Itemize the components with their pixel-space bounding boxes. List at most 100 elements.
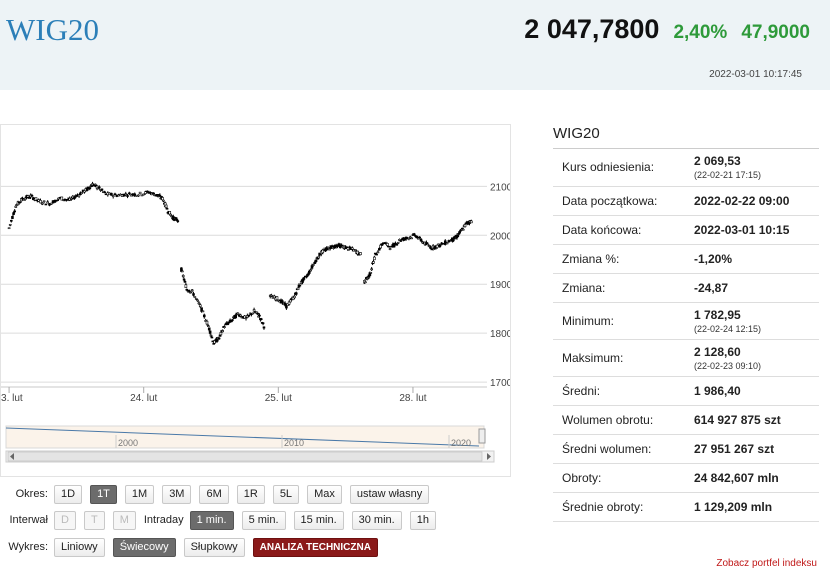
candle-body: [133, 193, 137, 196]
period-3m-button[interactable]: 3M: [162, 484, 192, 504]
candle-body: [413, 233, 416, 236]
okres-label: Okres:: [15, 488, 48, 500]
chart-svg[interactable]: 2100,00 2000,00 1900,00 1800,00 1700,00 23. l…: [1, 125, 510, 476]
chart-candle-button[interactable]: Świecowy: [112, 537, 176, 557]
summary-value-cell: 2022-02-22 09:00: [688, 186, 819, 216]
candle-body: [103, 191, 106, 194]
candle-body: [256, 312, 259, 315]
period-5l-button[interactable]: 5L: [272, 484, 300, 504]
candle-body: [88, 187, 92, 190]
candle-body: [395, 244, 399, 246]
candle-body: [169, 213, 172, 216]
candle-body: [283, 302, 287, 306]
candle-body: [369, 272, 373, 274]
portfel-link[interactable]: Zobacz portfel indeksu: [716, 558, 817, 569]
summary-value-cell: 24 842,607 mln: [688, 463, 819, 493]
intraday-1min-button[interactable]: 1 min.: [189, 510, 234, 530]
candle-body: [236, 312, 240, 315]
quote-header: WIG20 2 047,7800 2,40% 47,9000 2022-03-0…: [0, 0, 830, 90]
candle-body: [197, 302, 201, 305]
period-6m-button[interactable]: 6M: [199, 484, 229, 504]
candle-body: [285, 304, 288, 309]
candle-body: [326, 247, 330, 249]
interval-d-button[interactable]: D: [54, 510, 76, 530]
summary-row: Maksimum: 2 128,60 (22-02-23 09:10): [553, 339, 819, 377]
chart-line-button[interactable]: Liniowy: [54, 537, 105, 557]
y-tick-label: 2000,00: [490, 231, 510, 242]
y-tick-label: 1900,00: [490, 280, 510, 291]
price-chart[interactable]: 2100,00 2000,00 1900,00 1800,00 1700,00 23. l…: [0, 124, 511, 477]
candle-body: [251, 312, 255, 315]
candle-body: [42, 200, 46, 203]
technical-analysis-button[interactable]: ANALIZA TECHNICZNA: [252, 537, 378, 557]
candle-body: [10, 219, 13, 222]
candle-body: [294, 292, 298, 295]
candle-body: [183, 280, 187, 283]
candle-body: [359, 252, 362, 256]
candle-body: [26, 195, 30, 198]
candle-body: [138, 191, 142, 195]
intraday-label: Intraday: [143, 514, 184, 526]
interval-m-button[interactable]: M: [112, 510, 136, 530]
candle-body: [176, 220, 180, 222]
candle-body: [198, 304, 202, 307]
period-1t-button[interactable]: 1T: [90, 484, 117, 504]
candle-body: [370, 268, 373, 271]
change-absolute: 47,9000: [741, 22, 810, 43]
summary-value: 2 069,53: [694, 154, 741, 169]
summary-label: Obroty:: [553, 463, 688, 493]
candle-body: [287, 301, 291, 305]
summary-row: Zmiana: -24,87: [553, 273, 819, 303]
candle-body: [373, 256, 376, 261]
candle-body: [162, 199, 165, 202]
summary-value-cell: -1,20%: [688, 244, 819, 274]
summary-row: Data początkowa: 2022-02-22 09:00: [553, 186, 819, 216]
candle-body: [445, 242, 449, 245]
navigator-handle: [478, 428, 486, 444]
candle-body: [313, 261, 316, 264]
intraday-1h-button[interactable]: 1h: [409, 510, 436, 530]
summary-label: Data końcowa:: [553, 215, 688, 245]
candle-body: [452, 239, 455, 242]
period-1m-button[interactable]: 1M: [124, 484, 155, 504]
period-1r-button[interactable]: 1R: [236, 484, 265, 504]
intraday-15min-button[interactable]: 15 min.: [293, 510, 344, 530]
candle-body: [223, 326, 226, 328]
quote-timestamp: 2022-03-01 10:17:45: [709, 69, 802, 80]
candle-body: [34, 197, 38, 201]
candle-body: [319, 254, 322, 257]
summary-row: Średni wolumen: 27 951 267 szt: [553, 434, 819, 464]
summary-row: Wolumen obrotu: 614 927 875 szt: [553, 405, 819, 435]
period-custom-button[interactable]: ustaw własny: [349, 484, 430, 504]
y-tick-label: 2100,00: [490, 182, 510, 193]
intraday-30min-button[interactable]: 30 min.: [351, 510, 402, 530]
summary-row: Minimum: 1 782,95 (22-02-24 12:15): [553, 302, 819, 340]
candle-body: [180, 270, 184, 273]
candle-body: [408, 236, 412, 239]
summary-row: Średni: 1 986,40: [553, 376, 819, 406]
intraday-5min-button[interactable]: 5 min.: [241, 510, 286, 530]
summary-value: 27 951 267 szt: [694, 441, 775, 456]
candle-body: [330, 245, 334, 247]
candle-body: [328, 248, 331, 251]
candle-body: [298, 284, 302, 287]
interval-t-button[interactable]: T: [83, 510, 105, 530]
candle-body: [386, 243, 389, 246]
chart-bar-button[interactable]: Słupkowy: [183, 537, 245, 557]
x-tick-label: 28. lut: [399, 393, 426, 404]
candle-body: [306, 273, 310, 276]
summary-label: Kurs odniesienia:: [553, 149, 688, 187]
summary-label: Maksimum:: [553, 339, 688, 377]
okres-row: Okres: 1D 1T 1M 3M 6M 1R 5L Max ustaw wł…: [0, 483, 437, 505]
candle-body: [396, 242, 400, 244]
summary-subvalue: (22-02-23 09:10): [694, 360, 762, 371]
candle-body: [14, 205, 18, 208]
summary-table: Kurs odniesienia: 2 069,53 (22-02-21 17:15…: [553, 149, 819, 522]
candle-body: [270, 295, 273, 297]
period-max-button[interactable]: Max: [307, 484, 342, 504]
period-1d-button[interactable]: 1D: [54, 484, 83, 504]
candle-body: [97, 186, 101, 189]
summary-subvalue: (22-02-21 17:15): [694, 170, 762, 181]
candle-body: [145, 190, 149, 193]
candle-body: [321, 249, 325, 254]
